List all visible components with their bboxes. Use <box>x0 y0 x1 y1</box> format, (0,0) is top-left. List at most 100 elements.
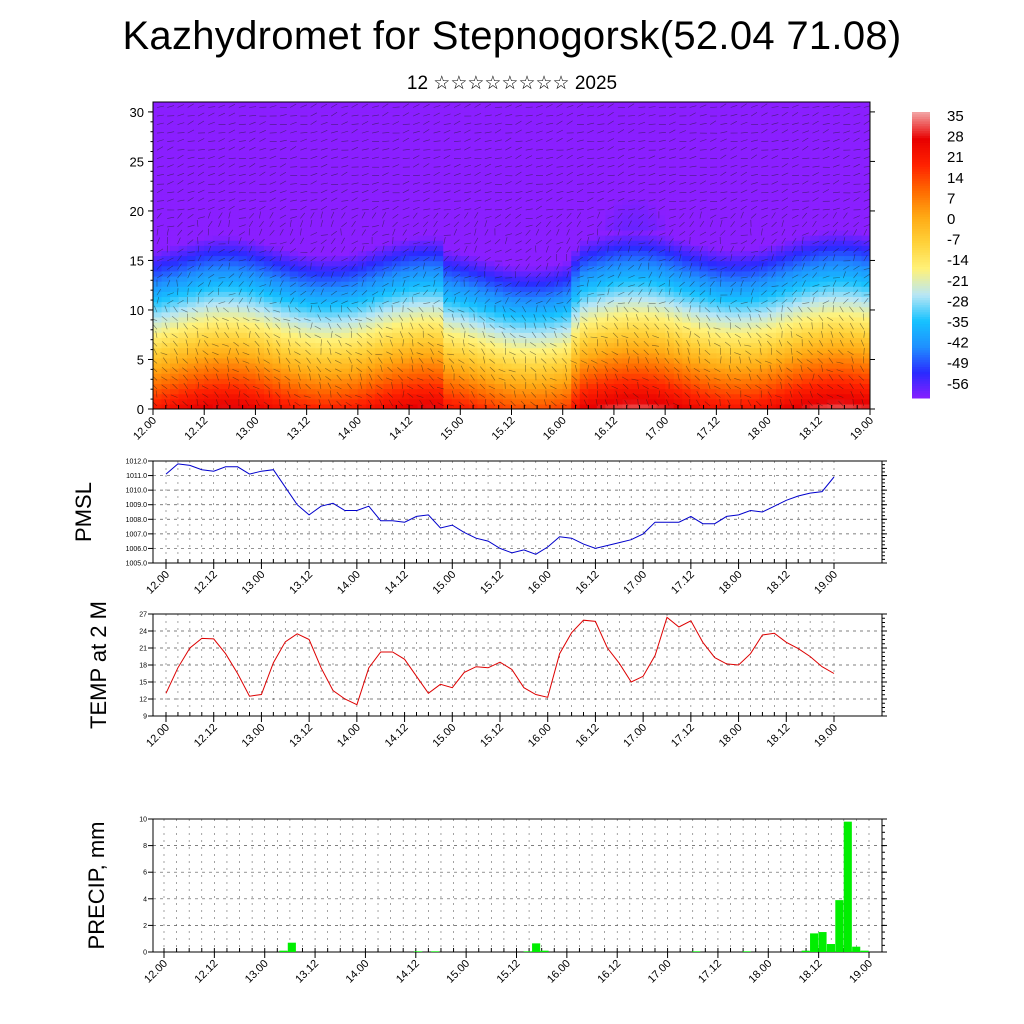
heatmap-cell <box>784 122 794 129</box>
heatmap-cell <box>494 255 504 262</box>
heatmap-cell <box>528 368 538 374</box>
heatmap-cell <box>306 250 316 257</box>
heatmap-cell <box>741 357 752 364</box>
heatmap-cell <box>426 240 436 246</box>
heatmap-cell <box>153 204 163 211</box>
heatmap-cell <box>255 383 265 390</box>
heatmap-cell <box>468 342 478 349</box>
heatmap-cell <box>733 107 743 113</box>
heatmap-cell <box>502 388 513 395</box>
heatmap-cell <box>801 127 811 134</box>
heatmap-cell <box>528 311 538 318</box>
heatmap-cell <box>511 316 521 323</box>
heatmap-cell <box>357 306 367 313</box>
heatmap-cell <box>460 383 470 390</box>
heatmap-cell <box>801 398 811 405</box>
heatmap-cell <box>238 316 248 323</box>
heatmap-cell <box>741 373 752 379</box>
heatmap-cell <box>477 260 487 267</box>
heatmap-cell <box>827 270 837 277</box>
heatmap-cell <box>366 102 376 108</box>
heatmap-cell <box>477 378 487 385</box>
heatmap-cell <box>818 368 828 374</box>
heatmap-cell <box>613 357 624 364</box>
heatmap-cell <box>400 163 410 170</box>
heatmap-cell <box>571 158 581 164</box>
heatmap-cell <box>374 296 385 303</box>
heatmap-cell <box>784 163 794 170</box>
heatmap-cell <box>682 142 692 149</box>
heatmap-cell <box>357 245 367 251</box>
heatmap-cell <box>161 163 171 170</box>
heatmap-cell <box>443 250 453 257</box>
chart-subtitle: 12 ☆☆☆☆☆☆☆☆ 2025 <box>406 73 618 94</box>
heatmap-cell <box>494 322 504 328</box>
heatmap-cell <box>255 158 265 164</box>
heatmap-cell <box>289 107 299 113</box>
heatmap-cell <box>204 250 214 257</box>
heatmap-cell <box>468 301 478 308</box>
heatmap-cell <box>374 291 385 298</box>
heatmap-cell <box>511 127 521 134</box>
heatmap-cell <box>443 291 453 298</box>
heatmap-cell <box>332 229 342 236</box>
heatmap-cell <box>639 373 649 379</box>
heatmap-cell <box>571 127 581 134</box>
heatmap-cell <box>648 229 658 236</box>
heatmap-cell <box>741 219 752 226</box>
heatmap-cell <box>631 388 641 395</box>
heatmap-cell <box>392 286 402 292</box>
heatmap-cell <box>562 270 572 277</box>
heatmap-cell <box>221 199 231 205</box>
heatmap-cell <box>716 260 726 267</box>
heatmap-cell <box>784 183 794 190</box>
heatmap-cell <box>801 255 811 262</box>
heatmap-cell <box>426 183 436 190</box>
heatmap-cell <box>699 107 709 113</box>
heatmap-cell <box>170 316 180 323</box>
heatmap-cell <box>272 122 282 129</box>
heatmap-cell <box>298 132 308 139</box>
heatmap-cell <box>357 373 367 379</box>
heatmap-cell <box>255 368 265 374</box>
heatmap-cell <box>776 281 786 287</box>
heatmap-cell <box>485 214 496 221</box>
heatmap-cell <box>204 224 214 231</box>
heatmap-cell <box>417 107 427 113</box>
heatmap-cell <box>741 168 752 175</box>
heatmap-cell <box>639 250 649 257</box>
heatmap-cell <box>656 245 666 251</box>
heatmap-cell <box>289 362 299 369</box>
heatmap-cell <box>631 132 641 139</box>
heatmap-cell <box>426 281 436 287</box>
heatmap-cell <box>383 153 393 159</box>
heatmap-cell <box>852 224 863 231</box>
heatmap-cell <box>852 378 863 385</box>
heatmap-cell <box>246 347 257 354</box>
heatmap-cell <box>315 142 325 149</box>
heatmap-cell <box>741 127 752 134</box>
heatmap-cell <box>323 142 333 149</box>
heatmap-cell <box>409 388 419 395</box>
heatmap-cell <box>793 229 803 236</box>
heatmap-cell <box>153 168 163 175</box>
heatmap-cell <box>340 158 350 164</box>
heatmap-cell <box>562 204 572 211</box>
heatmap-cell <box>707 173 717 180</box>
heatmap-cell <box>537 209 547 216</box>
heatmap-cell <box>852 316 863 323</box>
heatmap-cell <box>468 245 478 251</box>
heatmap-cell <box>596 352 606 359</box>
heatmap-cell <box>170 291 180 298</box>
heatmap-cell <box>357 188 367 195</box>
heatmap-cell <box>759 322 769 328</box>
heatmap-cell <box>263 142 274 149</box>
heatmap-cell <box>801 132 811 139</box>
heatmap-cell <box>298 301 308 308</box>
heatmap-cell <box>272 378 282 385</box>
heatmap-cell <box>332 342 342 349</box>
heatmap-cell <box>511 168 521 175</box>
heatmap-cell <box>204 153 214 159</box>
heatmap-cell <box>835 362 845 369</box>
heatmap-cell <box>639 265 649 272</box>
